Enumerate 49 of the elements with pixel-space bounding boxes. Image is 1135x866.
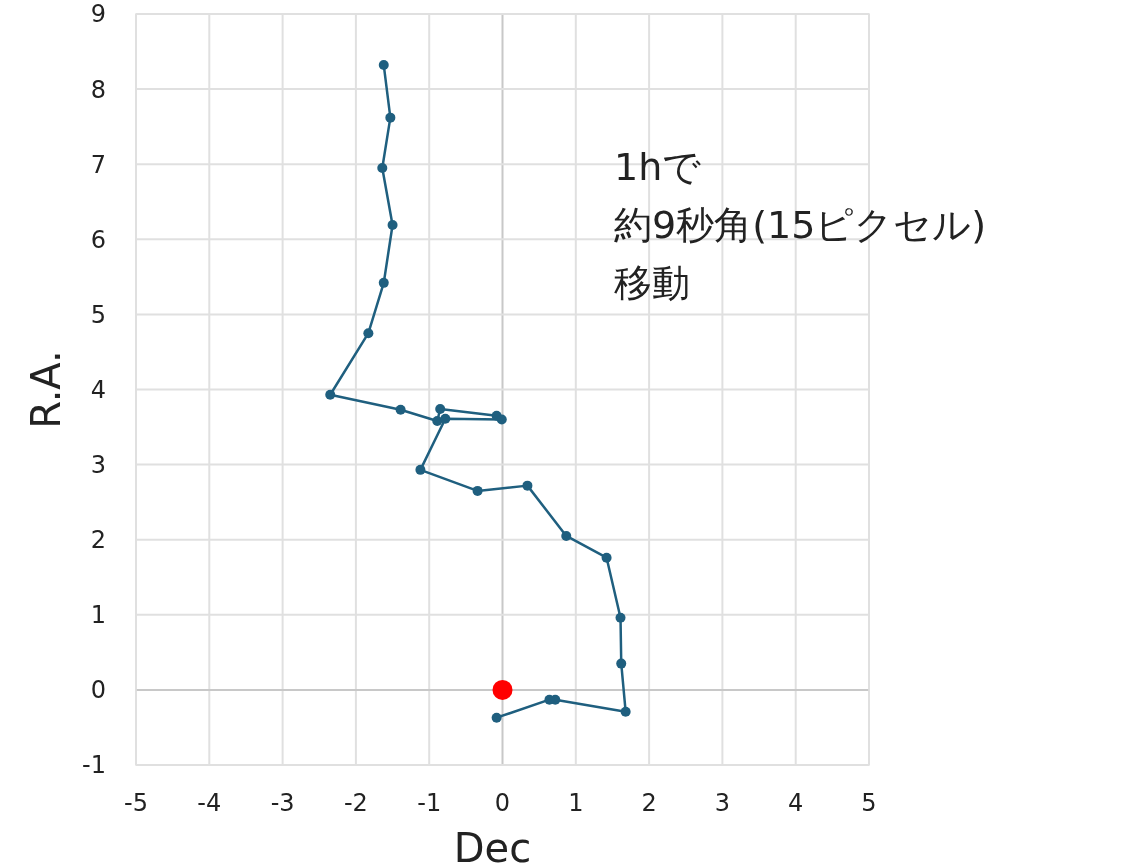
y-tick-label: 5	[90, 300, 106, 329]
y-tick-label: 4	[90, 375, 106, 404]
annotation: 約9秒角(15ピクセル)	[614, 203, 987, 247]
y-tick-label: 6	[90, 225, 106, 254]
y-tick-label: 2	[90, 526, 106, 555]
point	[415, 464, 426, 475]
point	[440, 413, 451, 424]
point	[385, 112, 396, 123]
x-axis-title: Dec	[453, 825, 532, 866]
point	[472, 485, 483, 496]
point	[616, 658, 627, 669]
point	[492, 679, 513, 700]
point	[387, 220, 398, 231]
y-tick-label: 9	[90, 0, 106, 29]
y-tick-label: -1	[82, 751, 106, 780]
x-tick-label: -5	[124, 789, 148, 817]
x-tick-label: -4	[197, 789, 222, 817]
x-tick-label: 5	[861, 789, 877, 817]
point	[395, 404, 406, 415]
x-tick-label: -3	[270, 789, 295, 817]
point	[363, 328, 374, 339]
point	[377, 162, 388, 173]
point	[615, 612, 626, 623]
y-tick-label: 7	[90, 150, 106, 179]
point	[435, 404, 446, 415]
point	[432, 416, 443, 427]
point	[325, 389, 336, 400]
point	[522, 480, 533, 491]
x-tick-label: 1	[568, 789, 584, 817]
point	[561, 530, 572, 541]
x-tick-label: 4	[788, 789, 804, 817]
y-tick-label: 3	[90, 451, 106, 479]
point	[601, 552, 612, 563]
point	[496, 414, 507, 425]
x-tick-label: -2	[343, 789, 368, 817]
y-tick-label: 1	[90, 601, 106, 630]
x-tick-label: -1	[417, 789, 442, 817]
y-tick-label: 8	[90, 75, 106, 104]
point	[378, 277, 389, 288]
y-axis-title: R.A.	[23, 350, 69, 429]
y-tick-label: 0	[90, 676, 106, 705]
x-tick-label: 2	[641, 789, 657, 817]
point	[378, 60, 389, 71]
point	[491, 712, 502, 723]
x-tick-label: 3	[714, 789, 731, 817]
annotation: 移動	[614, 261, 690, 305]
annotation: 1hで	[614, 145, 702, 189]
x-tick-label: 0	[494, 789, 511, 817]
point	[620, 706, 631, 717]
